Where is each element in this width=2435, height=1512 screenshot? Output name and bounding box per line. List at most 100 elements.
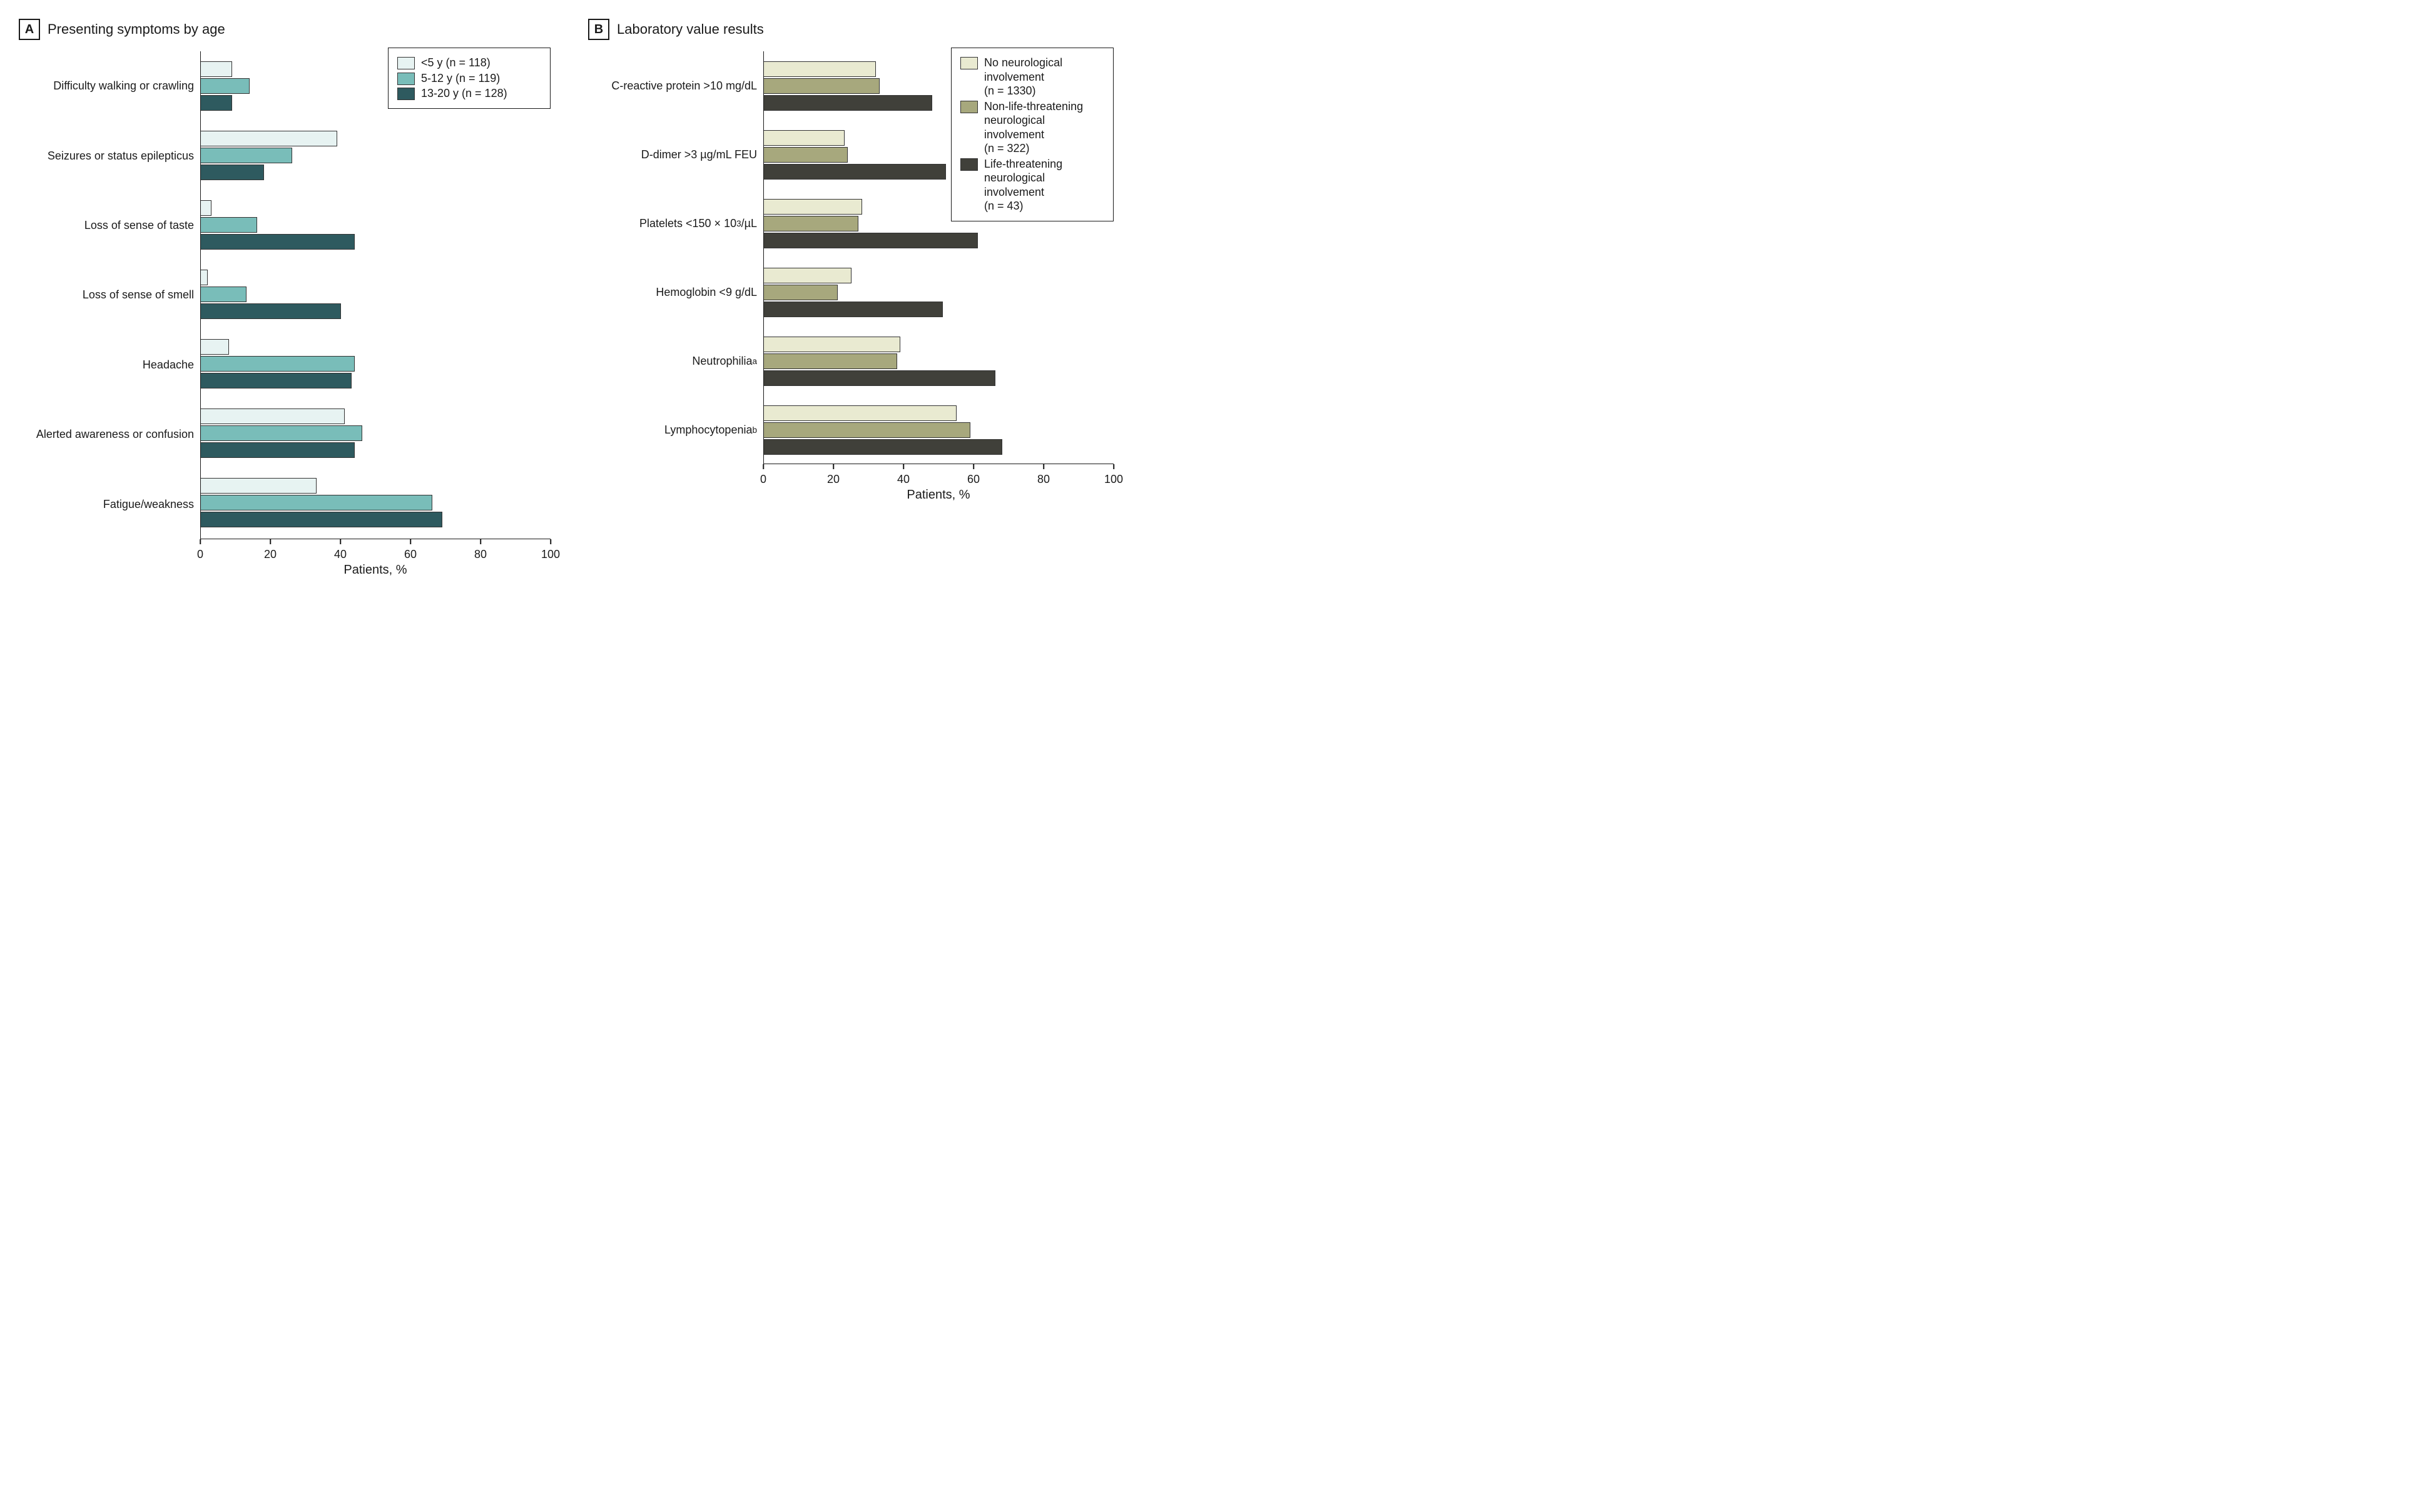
x-tick-label: 20 [827,473,840,486]
bar [764,337,900,352]
bar-group [764,327,1114,395]
bar [201,478,317,494]
x-tick: 100 [541,543,560,561]
panel-b-category-labels: C-reactive protein >10 mg/dLD-dimer >3 µ… [588,51,763,464]
x-tick-label: 80 [1037,473,1050,486]
bar-group [201,121,551,190]
panel-b-title: Laboratory value results [617,21,764,38]
legend-item: 5-12 y (n = 119) [397,71,541,86]
x-tick: 0 [760,468,766,486]
legend-label: No neurologicalinvolvement(n = 1330) [984,56,1062,98]
bar [764,95,932,111]
bar [201,408,345,424]
legend-label: 5-12 y (n = 119) [421,71,500,86]
bar [764,199,862,215]
bar [201,270,208,285]
bar [764,268,851,283]
bar [764,302,943,317]
bar [764,78,880,94]
legend-item: Life-threateningneurologicalinvolvement(… [960,157,1104,213]
bar [201,495,432,510]
legend-swatch-icon [960,57,978,69]
category-label: Difficulty walking or crawling [19,51,194,121]
bar [201,131,337,146]
category-label: Loss of sense of taste [19,191,194,260]
bar [764,285,838,300]
legend-swatch-icon [397,88,415,100]
x-tick: 100 [1104,468,1123,486]
x-tick-label: 60 [404,548,417,561]
x-tick: 20 [827,468,840,486]
panel-b: B Laboratory value results C-reactive pr… [588,19,1114,502]
panel-a-legend: <5 y (n = 118)5-12 y (n = 119)13-20 y (n… [388,48,551,109]
bar [201,373,352,388]
x-tick-label: 80 [474,548,487,561]
panel-a-title: Presenting symptoms by age [48,21,225,38]
x-tick: 40 [334,543,347,561]
panel-b-header: B Laboratory value results [588,19,1114,40]
bar-group [201,190,551,260]
bar [764,233,978,248]
legend-item: No neurologicalinvolvement(n = 1330) [960,56,1104,98]
bar [764,147,848,163]
bar [201,425,362,441]
bar-group [201,468,551,537]
bar [201,200,211,216]
bar [201,303,341,319]
legend-item: <5 y (n = 118) [397,56,541,70]
x-tick: 80 [1037,468,1050,486]
bar [201,339,229,355]
bar [764,130,845,146]
x-tick-label: 100 [1104,473,1123,486]
x-tick: 40 [897,468,910,486]
panel-b-legend: No neurologicalinvolvement(n = 1330)Non-… [951,48,1114,221]
bar [764,216,858,231]
bar [201,356,355,372]
bar-group [201,260,551,329]
panel-b-plot: No neurologicalinvolvement(n = 1330)Non-… [763,51,1114,464]
category-label: Loss of sense of smell [19,260,194,330]
x-tick: 60 [404,543,417,561]
x-tick-label: 0 [760,473,766,486]
x-tick: 80 [474,543,487,561]
legend-swatch-icon [397,57,415,69]
bar [764,405,957,421]
panel-a-chart: Difficulty walking or crawlingSeizures o… [19,51,551,577]
category-label: Lymphocytopeniab [588,395,757,464]
bar [201,61,232,77]
bar [201,148,292,163]
x-tick: 0 [197,543,203,561]
legend-swatch-icon [397,73,415,85]
x-tick-label: 0 [197,548,203,561]
bar [764,439,1002,455]
bar-group [764,395,1114,464]
panel-a-header: A Presenting symptoms by age [19,19,551,40]
bar [764,164,946,180]
legend-item: Non-life-threateningneurologicalinvolvem… [960,99,1104,156]
legend-label: 13-20 y (n = 128) [421,86,507,101]
bar [201,78,250,94]
bar [201,442,355,458]
bar [764,370,995,386]
panel-b-x-axis-title: Patients, % [763,488,1114,502]
x-tick-label: 40 [334,548,347,561]
panel-a-letter: A [19,19,40,40]
category-label: Platelets <150 × 103/µL [588,189,757,258]
bar [764,353,897,369]
legend-swatch-icon [960,101,978,113]
x-tick: 20 [264,543,277,561]
bar-group [764,258,1114,327]
x-tick-label: 40 [897,473,910,486]
category-label: Seizures or status epilepticus [19,121,194,191]
panel-b-letter: B [588,19,609,40]
legend-label: Non-life-threateningneurologicalinvolvem… [984,99,1083,156]
category-label: Hemoglobin <9 g/dL [588,258,757,327]
category-label: C-reactive protein >10 mg/dL [588,51,757,120]
category-label: Fatigue/weakness [19,470,194,539]
panel-a-category-labels: Difficulty walking or crawlingSeizures o… [19,51,200,539]
panel-a-plot: <5 y (n = 118)5-12 y (n = 119)13-20 y (n… [200,51,551,539]
category-label: D-dimer >3 µg/mL FEU [588,120,757,189]
bar [201,95,232,111]
bar [764,61,876,77]
bar [764,422,970,438]
